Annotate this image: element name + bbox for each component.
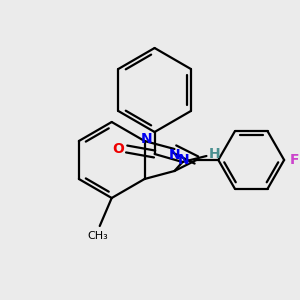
Text: O: O <box>113 142 124 156</box>
Text: H: H <box>208 147 220 161</box>
Text: F: F <box>290 153 299 167</box>
Text: N: N <box>178 153 189 167</box>
Text: CH₃: CH₃ <box>87 231 108 241</box>
Text: N: N <box>141 132 152 146</box>
Text: N: N <box>169 148 180 162</box>
